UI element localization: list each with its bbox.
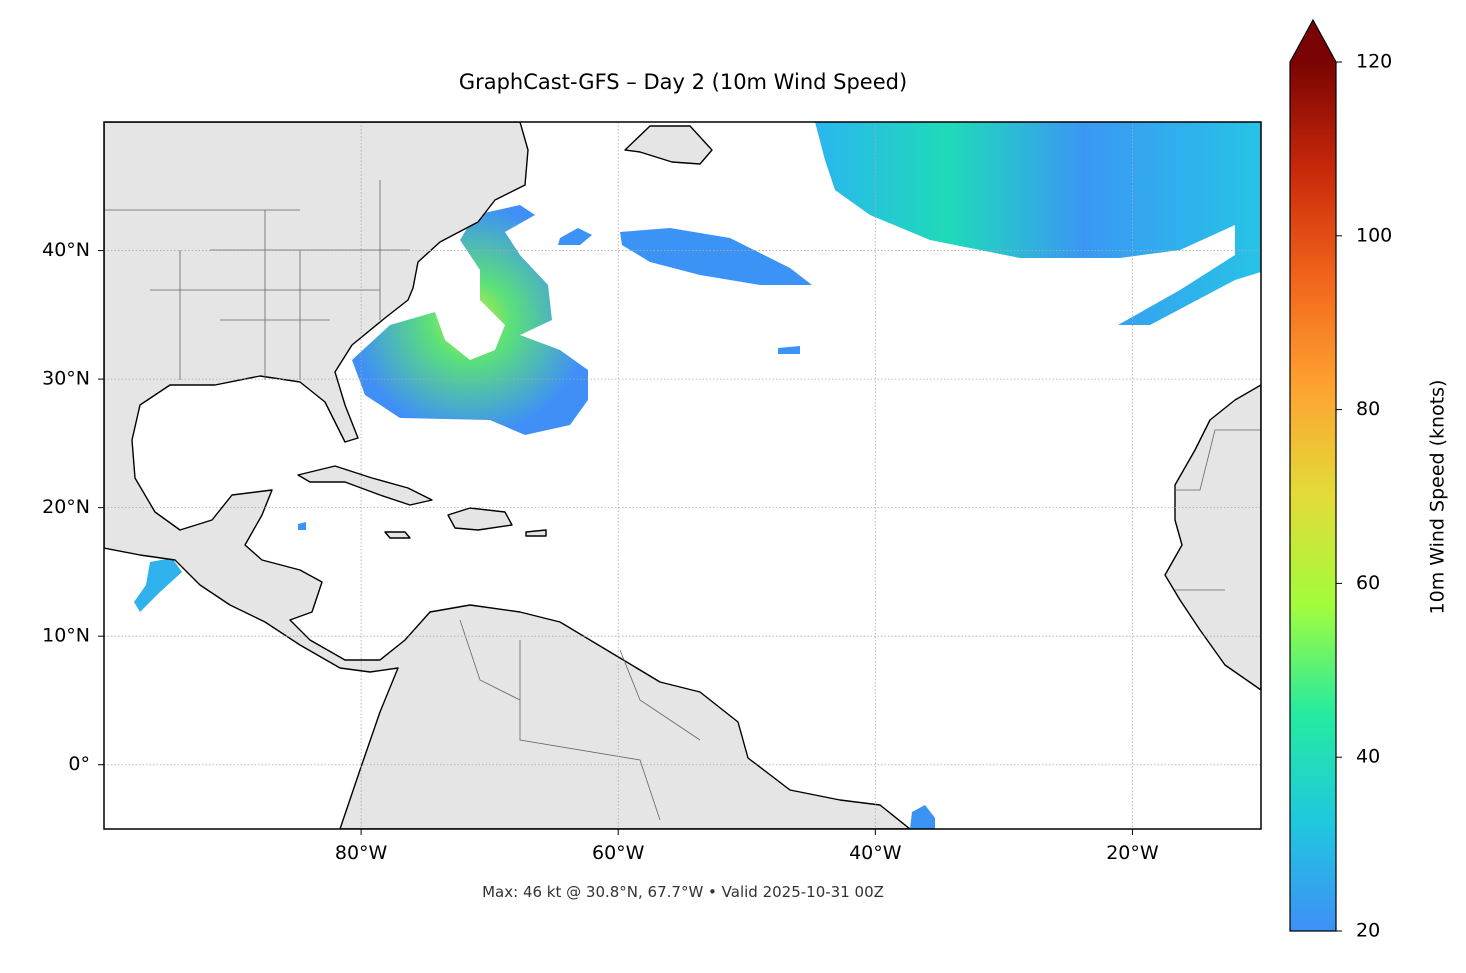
map-frame [103, 121, 1262, 830]
colorbar-label: 10m Wind Speed (knots) [1427, 380, 1449, 615]
map [104, 122, 1261, 829]
wind-blob [620, 228, 812, 285]
colorbar-tick-label: 100 [1356, 224, 1392, 246]
x-tick-label: 40°W [849, 842, 902, 864]
grid [104, 122, 1261, 829]
colorbar-extend [1290, 20, 1336, 62]
y-tick-label: 30°N [42, 368, 90, 390]
wind-field [134, 122, 1261, 829]
chart-title: GraphCast-GFS – Day 2 (10m Wind Speed) [459, 70, 907, 94]
wind-blob [352, 205, 588, 435]
annotation: Max: 46 kt @ 30.8°N, 67.7°W • Valid 2025… [482, 883, 884, 901]
wind-blob [910, 805, 935, 829]
wind-blob [558, 228, 592, 245]
colorbar-outline [1289, 18, 1337, 932]
wind-blob [134, 558, 182, 612]
y-tick-label: 10°N [42, 625, 90, 647]
wind-blob [815, 122, 1261, 325]
colorbar-tick-label: 60 [1356, 572, 1380, 594]
colorbar-tick-label: 40 [1356, 746, 1380, 768]
land [104, 122, 1261, 829]
colorbar-tick-label: 120 [1356, 51, 1392, 73]
y-tick-label: 20°N [42, 496, 90, 518]
colorbar-tick-label: 20 [1356, 920, 1380, 942]
x-tick-label: 80°W [335, 842, 388, 864]
y-tick-label: 0° [68, 753, 90, 775]
colorbar-tick-label: 80 [1356, 398, 1380, 420]
x-tick-label: 60°W [592, 842, 645, 864]
colorbar [1290, 62, 1336, 931]
y-tick-label: 40°N [42, 239, 90, 261]
x-tick-label: 20°W [1106, 842, 1159, 864]
